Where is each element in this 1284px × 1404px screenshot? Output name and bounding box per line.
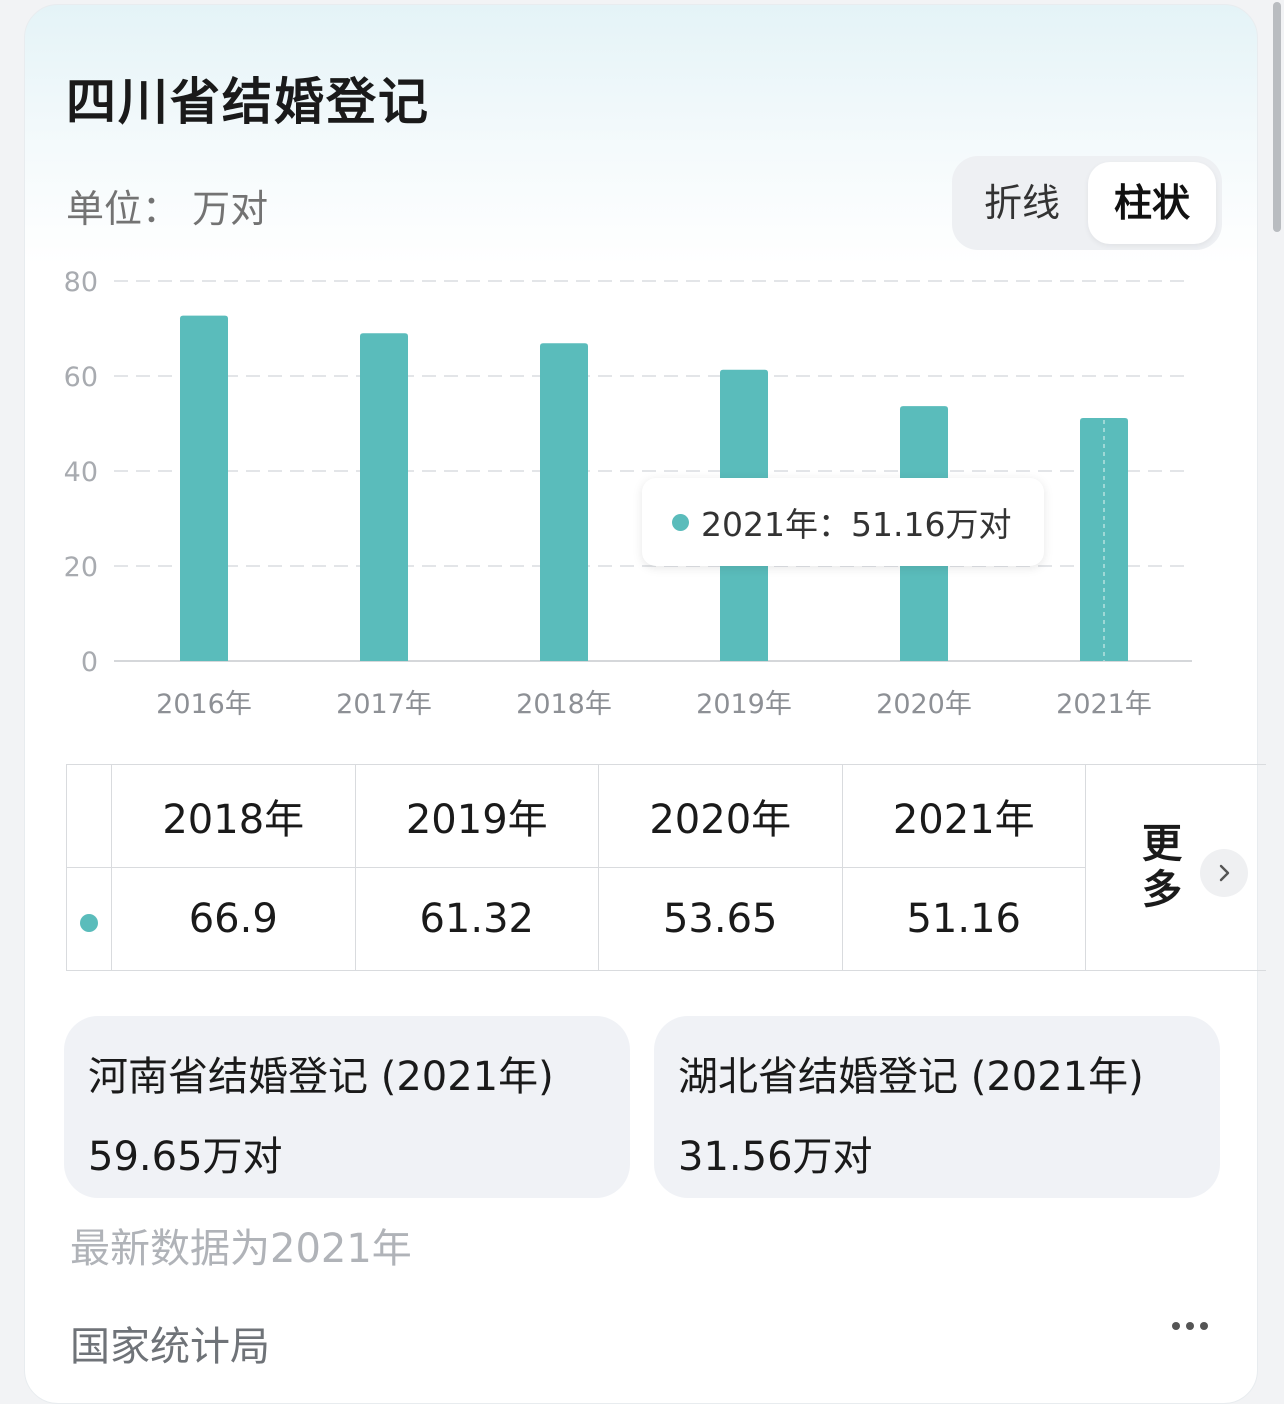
- table-value-cell: 61.32: [354, 867, 599, 971]
- tooltip-text: 2021年：51.16万对: [701, 505, 1012, 544]
- table-header-cell: 2020年: [598, 764, 843, 868]
- more-button[interactable]: 更多: [1142, 821, 1182, 913]
- data-table: 2018年 2019年 2020年 2021年 更多 66.9 61.32 53…: [66, 764, 1266, 971]
- y-tick-label: 80: [64, 267, 98, 298]
- bar: [1080, 417, 1128, 661]
- bar: [180, 315, 228, 661]
- related-card-title: 湖北省结婚登记 (2021年): [678, 1054, 1144, 1100]
- y-tick-label: 0: [81, 647, 98, 678]
- table-value-cell: 51.16: [841, 867, 1086, 971]
- bar-chart[interactable]: 0 20 40 60 80 2016年 2017年 2018年 2019年 2020年 2021年: [0, 0, 1284, 740]
- table-value-cell: 66.9: [111, 867, 356, 971]
- table-corner-cell: [66, 764, 112, 868]
- related-card-hubei[interactable]: 湖北省结婚登记 (2021年) 31.56万对: [654, 1016, 1220, 1198]
- table-header-cell: 2019年: [354, 764, 599, 868]
- y-tick-label: 60: [64, 362, 98, 393]
- series-dot-icon: [80, 914, 98, 932]
- more-cell[interactable]: 更多: [1085, 764, 1266, 971]
- x-tick-label: 2016年: [156, 689, 252, 720]
- y-tick-label: 20: [64, 552, 98, 583]
- table-header-row: 2018年 2019年 2020年 2021年 更多: [66, 764, 1266, 971]
- related-card-henan[interactable]: 河南省结婚登记 (2021年) 59.65万对: [64, 1016, 630, 1198]
- tooltip-series-dot: [672, 513, 689, 531]
- x-tick-label: 2020年: [876, 689, 972, 720]
- chart-tooltip: 2021年：51.16万对: [642, 478, 1044, 566]
- table-header-cell: 2021年: [841, 764, 1086, 868]
- related-card-title: 河南省结婚登记 (2021年): [88, 1054, 554, 1100]
- toggle-bar-option[interactable]: 柱状: [1088, 162, 1216, 244]
- y-tick-label: 40: [64, 457, 98, 488]
- x-tick-label: 2019年: [696, 689, 792, 720]
- unit-label: 单位： 万对: [66, 187, 269, 231]
- data-source: 国家统计局: [70, 1324, 270, 1370]
- latest-data-note: 最新数据为2021年: [70, 1226, 412, 1272]
- related-card-value: 31.56万对: [678, 1134, 873, 1180]
- bar: [360, 333, 408, 661]
- table-value-cell: 53.65: [598, 867, 843, 971]
- toggle-line-option[interactable]: 折线: [983, 181, 1060, 225]
- x-tick-label: 2021年: [1056, 689, 1152, 720]
- more-options-icon[interactable]: [1172, 1322, 1208, 1330]
- x-tick-label: 2017年: [336, 689, 432, 720]
- table-header-cell: 2018年: [111, 764, 356, 868]
- chart-type-toggle: 折线 柱状: [952, 156, 1222, 250]
- x-tick-label: 2018年: [516, 689, 612, 720]
- bar: [540, 343, 588, 661]
- chevron-right-icon[interactable]: [1200, 849, 1248, 897]
- series-legend-dot-cell: [66, 867, 112, 971]
- scrollbar[interactable]: [1270, 0, 1284, 236]
- page-title: 四川省结婚登记: [66, 73, 430, 131]
- scrollbar-thumb[interactable]: [1273, 2, 1281, 232]
- table-value-row: 66.9 61.32 53.65 51.16: [66, 867, 1267, 971]
- related-card-value: 59.65万对: [88, 1134, 283, 1180]
